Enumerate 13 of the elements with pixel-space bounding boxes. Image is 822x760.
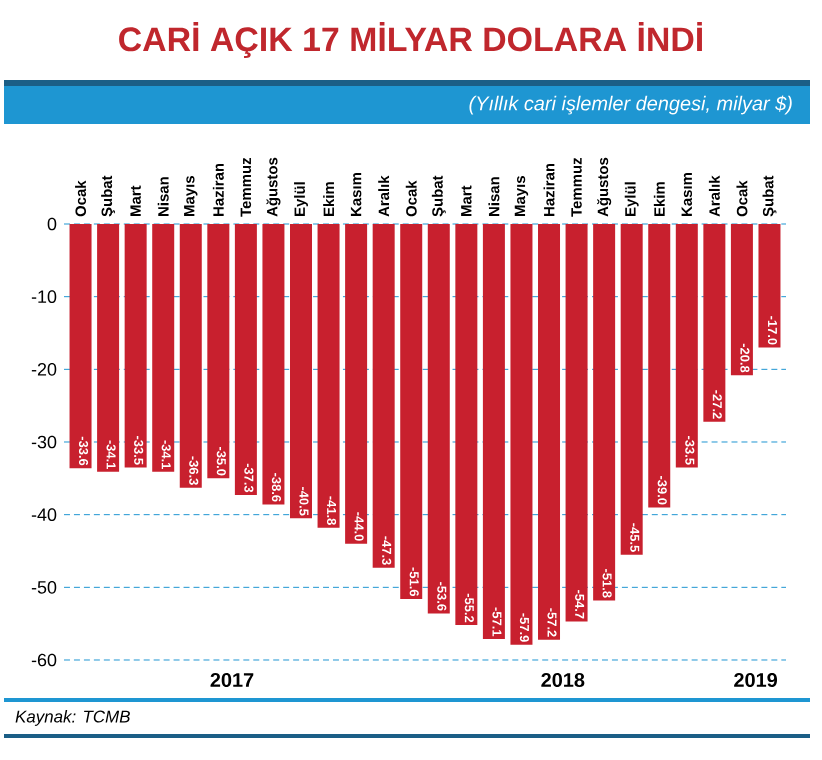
y-tick-label: -60 (31, 653, 57, 667)
chart-subtitle: (Yıllık cari işlemler dengesi, milyar $) (469, 95, 792, 115)
text: Kaynak: TCMB (15, 710, 130, 726)
text: 2017 (210, 672, 254, 688)
y-tick-label: -10 (31, 290, 57, 304)
y-tick-label: -30 (31, 435, 57, 449)
text: 2018 (541, 672, 585, 688)
y-tick-label: 0 (47, 217, 57, 231)
text: 2019 (734, 672, 778, 688)
y-tick-label: -20 (31, 362, 57, 376)
y-tick-label: -50 (31, 580, 57, 594)
chart-title: CARİ AÇIK 17 MİLYAR DOLARA İNDİ (119, 21, 702, 59)
y-tick-label: -40 (31, 508, 57, 522)
